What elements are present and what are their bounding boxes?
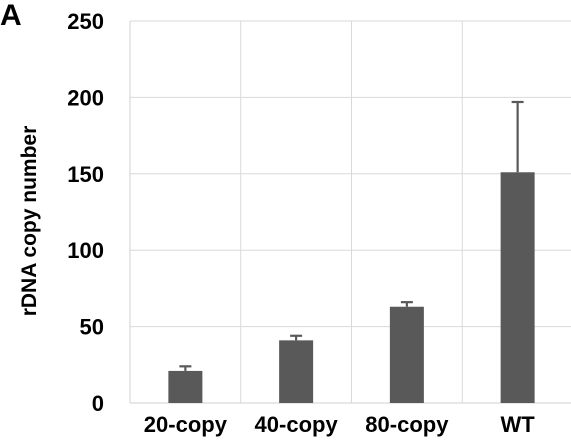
bar-wt	[500, 172, 535, 403]
x-tick-label: 40-copy	[255, 412, 339, 437]
y-tick-label: 200	[67, 85, 104, 110]
bar-20-copy	[168, 370, 203, 403]
y-tick-label: 50	[80, 315, 104, 340]
y-tick-label: 150	[67, 162, 104, 187]
y-axis-title: rDNA copy number	[18, 126, 41, 317]
grid-layer	[129, 20, 571, 404]
x-tick-label: WT	[501, 412, 536, 437]
bar-80-copy	[389, 306, 424, 403]
x-tick-label: 20-copy	[144, 412, 228, 437]
y-tick-label: 100	[67, 238, 104, 263]
x-tick-label: 80-copy	[365, 412, 449, 437]
y-tick-label: 250	[67, 9, 104, 34]
panel-label: A	[0, 0, 22, 32]
y-tick-label: 0	[92, 391, 104, 416]
bar-40-copy	[279, 340, 314, 403]
bars-layer	[168, 100, 535, 403]
ticks-layer: 0 50 100 150 200 250 20-copy 40-copy 80-copy WT	[67, 9, 535, 437]
